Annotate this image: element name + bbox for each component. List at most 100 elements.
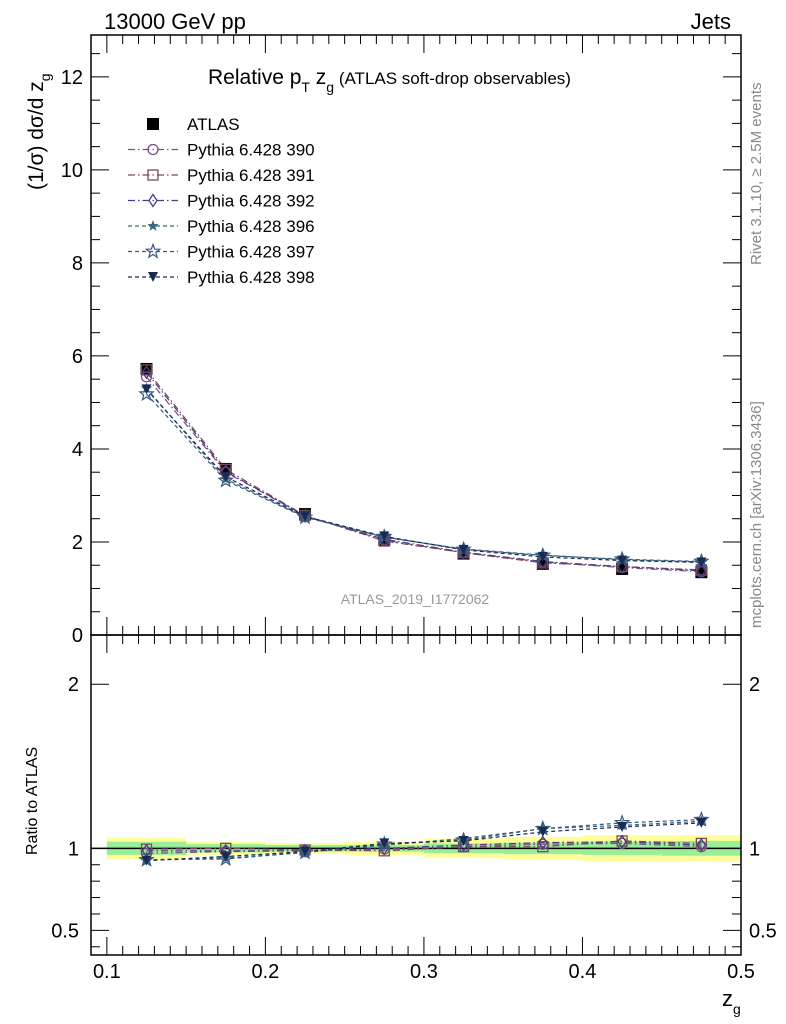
main-panel: 0 2 4 6 8 10 12 — [61, 34, 742, 647]
main-series-markers — [138, 362, 710, 579]
main-data-point — [458, 544, 469, 555]
main-series-line — [146, 371, 702, 572]
ratio-data-point — [617, 822, 628, 832]
main-y-tick-label: 2 — [72, 532, 83, 554]
legend-label: Pythia 6.428 398 — [187, 268, 315, 287]
ratio-y-tick-label: 2 — [68, 674, 79, 696]
main-series-line — [146, 376, 702, 573]
ratio-panel: 0.5 0.5 1 1 2 2 0.1 0.2 0.3 0.4 0.5 — [51, 634, 777, 983]
main-data-point — [140, 362, 153, 375]
legend-label: Pythia 6.428 396 — [187, 217, 315, 236]
ratio-data-point — [141, 855, 152, 866]
ratio-series-line — [146, 840, 702, 852]
ratio-data-point — [220, 851, 231, 862]
main-data-point — [617, 559, 627, 574]
ratio-y-tick-label-right: 0.5 — [749, 920, 777, 942]
ratio-data-point — [537, 841, 549, 853]
ratio-series-line — [146, 819, 702, 861]
main-data-point — [138, 385, 155, 402]
main-series-lines — [146, 369, 702, 573]
ratio-y-ticks: 0.5 0.5 1 1 2 2 — [51, 674, 777, 948]
ratio-data-point — [458, 835, 469, 846]
ratio-series-markers — [138, 810, 710, 867]
ratio-x-ticks: 0.1 0.2 0.3 0.4 0.5 — [90, 635, 755, 983]
rivet-label: Rivet 3.1.10, ≥ 2.5M events — [748, 83, 765, 266]
ratio-y-tick-label-right: 2 — [749, 674, 760, 696]
legend: ATLAS Pythia 6.428 390 Pythia 6.428 391 Pyt… — [128, 115, 315, 287]
ratio-data-point — [537, 826, 548, 837]
analysis-watermark: ATLAS_2019_I1772062 — [341, 591, 490, 607]
legend-marker — [147, 169, 159, 181]
main-y-ticks: 0 2 4 6 8 10 12 — [61, 53, 741, 647]
legend-marker — [147, 118, 159, 130]
main-data-point — [140, 364, 153, 376]
legend-label: Pythia 6.428 390 — [187, 141, 315, 160]
main-data-point — [220, 471, 231, 482]
main-series-line — [146, 388, 702, 563]
ratio-data-point — [696, 837, 707, 853]
x-axis-label: zg — [722, 986, 741, 1017]
legend-label: ATLAS — [187, 115, 240, 134]
title-mid: z — [310, 66, 326, 89]
main-data-point — [696, 557, 707, 568]
main-data-point — [141, 365, 152, 380]
x-tick-label: 0.3 — [410, 961, 438, 983]
x-tick-label: 0.2 — [251, 961, 279, 983]
main-data-point — [217, 471, 235, 488]
main-y-tick-label: 6 — [72, 346, 83, 368]
main-data-point — [537, 551, 548, 562]
ratio-data-point — [696, 817, 707, 828]
legend-marker — [147, 143, 159, 156]
title-sub2: g — [326, 79, 334, 95]
main-data-point — [696, 563, 707, 578]
ratio-series-line — [146, 842, 702, 854]
main-y-tick-label: 12 — [61, 67, 83, 89]
main-data-point — [140, 371, 153, 383]
main-series-line — [146, 388, 702, 563]
ratio-series-lines — [146, 819, 702, 862]
ratio-uncertainty-bands — [91, 835, 741, 862]
ratio-data-point — [217, 850, 235, 867]
x-tick-label: 0.4 — [569, 961, 597, 983]
ratio-frame — [90, 634, 742, 956]
main-y-tick-label: 10 — [61, 160, 83, 182]
main-y-tick-label: 4 — [72, 439, 83, 461]
process-label: 13000 GeV pp — [104, 9, 246, 34]
ratio-series-line — [146, 822, 702, 862]
main-data-point — [379, 531, 390, 542]
ratio-data-point — [379, 838, 390, 849]
main-data-point — [617, 555, 628, 566]
main-series-line — [146, 393, 702, 563]
legend-label: Pythia 6.428 392 — [187, 192, 315, 211]
title-sub1: T — [301, 79, 310, 95]
xlabel-text: z — [722, 986, 733, 1011]
legend-marker — [144, 242, 162, 259]
ratio-data-point — [617, 834, 627, 849]
main-data-point — [141, 384, 152, 395]
jets-label: Jets — [691, 9, 731, 34]
ratio-y-tick-label-right: 1 — [749, 838, 760, 860]
legend-label: Pythia 6.428 391 — [187, 166, 315, 185]
legend-label: Pythia 6.428 397 — [187, 243, 315, 262]
plot-title: Relative pT zg (ATLAS soft-drop observab… — [208, 66, 571, 95]
legend-marker — [148, 272, 158, 282]
x-tick-label: 0.1 — [93, 961, 121, 983]
ratio-data-point — [538, 835, 548, 850]
ratio-data-point — [458, 837, 469, 853]
main-ylabel-text: (1/σ) dσ/d z — [25, 81, 48, 190]
ratio-y-tick-label: 0.5 — [51, 920, 79, 942]
ratio-y-tick-label: 1 — [68, 838, 79, 860]
legend-marker — [147, 220, 159, 231]
main-y-axis-label: (1/σ) dσ/d zg — [25, 73, 53, 190]
mcplots-label: mcplots.cern.ch [arXiv:1306.3436] — [748, 401, 765, 628]
legend-marker — [148, 193, 158, 208]
xlabel-sub: g — [733, 1001, 741, 1017]
x-tick-label: 0.5 — [727, 961, 755, 983]
ratio-data-point — [300, 846, 311, 857]
main-y-tick-label: 0 — [72, 625, 83, 647]
title-prefix: Relative p — [208, 66, 301, 89]
main-y-tick-label: 8 — [72, 253, 83, 275]
ratio-y-axis-label: Ratio to ATLAS — [24, 747, 41, 855]
ratio-series-line — [146, 841, 702, 852]
